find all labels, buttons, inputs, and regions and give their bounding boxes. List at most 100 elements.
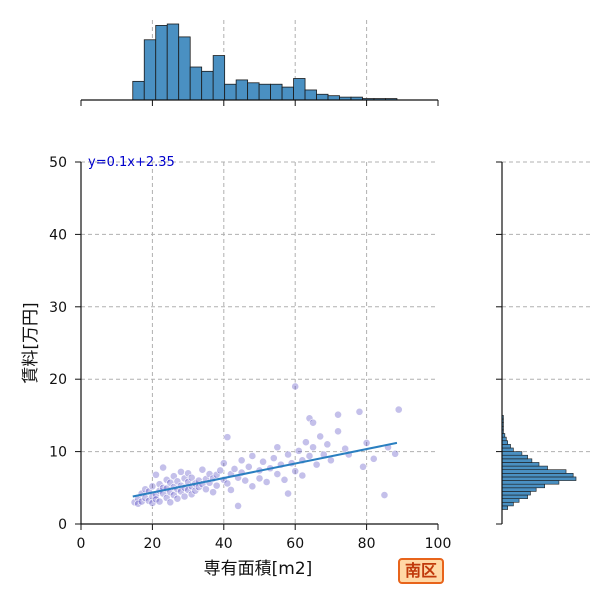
y-tick-label: 50 [49,155,67,171]
top-marginal-histogram [132,23,398,101]
grid-lines [81,20,590,524]
scatter-point [248,482,257,491]
district-badge: 南区 [398,558,445,584]
scatter-point [244,462,253,471]
x-tick-label: 0 [77,536,86,552]
scatter-point [166,498,175,507]
scatter-points [130,382,403,510]
scatter-point [334,410,342,419]
scatter-point [255,474,264,483]
scatter-point [198,465,207,474]
histogram-bar [304,89,317,101]
regression-line [132,441,398,498]
histogram-bar-horizontal [501,462,540,467]
histogram-bar-horizontal [501,498,520,503]
fit-line [132,441,398,498]
histogram-bar-horizontal [501,447,514,452]
histogram-bar-horizontal [501,501,514,507]
histogram-bar-horizontal [501,491,531,496]
histogram-bar [212,55,226,101]
x-axis-label: 専有面積[m2] [204,559,313,579]
histogram-bar [316,93,329,101]
scatter-point [291,467,300,476]
scatter-point [155,497,164,506]
histogram-bar [189,66,203,101]
histogram-bar [178,36,191,101]
y-axis-label: 賃料[万円] [21,302,41,383]
scatter-point [209,488,217,497]
scatter-point [187,473,196,482]
scatter-point [302,438,310,447]
scatter-point [280,475,289,484]
scatter-point [284,489,292,498]
x-tick-label: 80 [358,536,376,552]
scatter-point [294,446,303,455]
scatter-point [269,454,278,463]
scatter-point [148,482,157,491]
scatter-point [241,476,250,485]
histogram-bar [281,86,294,101]
scatter-point [394,405,403,414]
scatter-point [380,491,389,499]
histogram-bar [224,83,237,101]
scatter-point [230,465,239,473]
scatter-point [341,444,350,453]
histogram-bar [235,79,249,101]
histogram-bar [247,82,260,101]
right-marginal-histogram [501,415,577,510]
histogram-bar-horizontal [501,451,523,456]
tick-labels: 0 20 40 60 80 100 0 10 20 30 40 50 [49,155,451,552]
y-tick-label: 40 [49,227,67,243]
histogram-bar [270,83,283,101]
x-tick-label: 40 [215,536,233,552]
scatter-point [259,457,267,466]
histogram-bar [293,78,306,101]
scatter-point [359,462,367,471]
scatter-point [273,443,282,452]
scatter-point [323,440,332,449]
histogram-bar [201,70,214,101]
scatter-point [391,449,400,458]
y-tick-label: 10 [49,445,67,461]
histogram-bar-horizontal [501,476,577,481]
histogram-bar-horizontal [501,444,511,449]
scatter-point [223,479,232,488]
scatter-point [369,454,378,463]
histogram-bar [155,25,168,101]
scatter-point [298,471,307,480]
x-tick-label: 100 [425,536,452,552]
scatter-point [362,439,371,447]
scatter-point [334,427,342,436]
scatter-point [305,452,314,460]
scatter-point [202,485,210,494]
histogram-bar-horizontal [501,473,574,478]
y-tick-label: 0 [58,517,67,533]
histogram-bar-horizontal [501,458,533,463]
scatter-point [212,481,221,490]
histogram-bar [132,80,145,101]
y-tick-label: 30 [49,300,67,316]
scatter-point [219,459,228,468]
histogram-bar-horizontal [501,480,560,485]
histogram-bar [327,95,340,101]
scatter-point [227,486,235,494]
scatter-point [309,443,317,452]
histogram-bar-horizontal [501,436,507,442]
scatter-point [355,407,364,416]
histogram-bar-horizontal [501,454,528,460]
regression-equation: y=0.1x+2.35 [88,155,175,170]
histogram-bar-horizontal [501,505,508,510]
scatter-point [234,501,242,510]
x-tick-label: 20 [143,536,161,552]
histogram-bar-horizontal [501,487,537,492]
histogram-bar-horizontal [501,469,567,474]
scatter-point [216,466,225,475]
histogram-bar-horizontal [501,494,528,499]
histogram-bar [166,23,180,101]
axes [75,99,503,530]
scatter-point [223,433,232,442]
scatter-point [248,452,257,460]
histogram-bar-horizontal [501,483,545,489]
